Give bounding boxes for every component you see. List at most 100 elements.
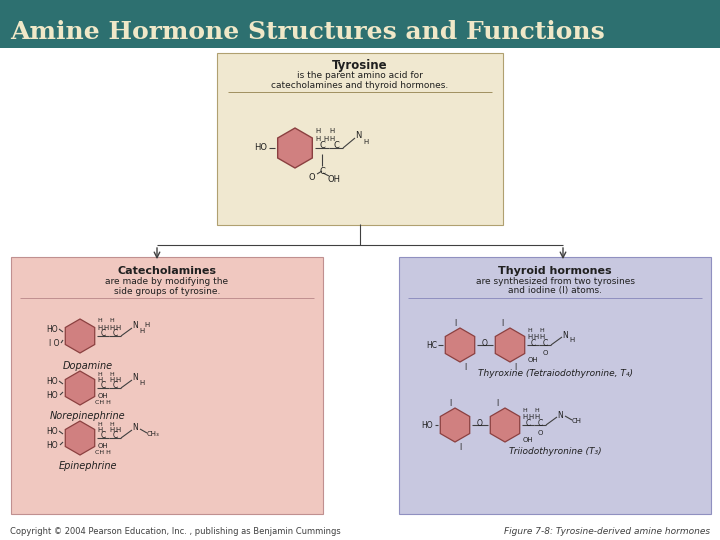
Text: H: H — [98, 422, 102, 427]
Text: OH: OH — [98, 443, 108, 449]
Text: H: H — [109, 319, 114, 323]
Text: O: O — [477, 418, 483, 428]
Text: H: H — [534, 334, 539, 340]
Text: O: O — [542, 350, 548, 356]
Polygon shape — [490, 408, 520, 442]
Text: H: H — [109, 325, 114, 331]
Text: O: O — [537, 430, 543, 436]
Text: H: H — [539, 334, 544, 340]
Text: H: H — [109, 377, 114, 383]
Text: Epinephrine: Epinephrine — [59, 461, 117, 471]
Text: side groups of tyrosine.: side groups of tyrosine. — [114, 287, 220, 295]
Text: I O: I O — [49, 339, 59, 348]
Text: I: I — [449, 399, 451, 408]
Text: H: H — [97, 325, 103, 331]
Text: Thyroxine (Tetraiodothyronine, T₄): Thyroxine (Tetraiodothyronine, T₄) — [477, 368, 632, 377]
Text: OH: OH — [328, 174, 341, 184]
Text: H: H — [535, 408, 539, 414]
Text: N: N — [132, 374, 138, 382]
Text: H: H — [98, 319, 102, 323]
Text: Copyright © 2004 Pearson Education, Inc. , publishing as Benjamin Cummings: Copyright © 2004 Pearson Education, Inc.… — [10, 528, 341, 537]
Text: and iodine (I) atoms.: and iodine (I) atoms. — [508, 287, 602, 295]
Text: N: N — [557, 410, 563, 420]
Text: OH: OH — [98, 393, 108, 399]
Text: is the parent amino acid for: is the parent amino acid for — [297, 71, 423, 80]
FancyBboxPatch shape — [217, 53, 503, 225]
Text: HC: HC — [426, 341, 438, 349]
Text: C: C — [112, 431, 117, 441]
Text: Norepinephrine: Norepinephrine — [50, 411, 126, 421]
Text: C: C — [333, 141, 339, 151]
Text: Tyrosine: Tyrosine — [332, 59, 388, 72]
Text: H: H — [97, 427, 103, 433]
Text: H: H — [534, 414, 539, 420]
Text: CH H: CH H — [95, 450, 111, 456]
Text: O: O — [309, 173, 315, 183]
Text: H: H — [323, 136, 328, 142]
Text: H: H — [109, 372, 114, 376]
Text: are made by modifying the: are made by modifying the — [105, 278, 228, 287]
Text: N: N — [132, 321, 138, 330]
Text: H: H — [528, 328, 532, 334]
Text: H: H — [364, 139, 369, 145]
Text: H: H — [140, 328, 145, 334]
Text: HO: HO — [46, 441, 58, 449]
Text: C: C — [112, 329, 117, 339]
Text: are synthesized from two tyrosines: are synthesized from two tyrosines — [475, 278, 634, 287]
Text: Amine Hormone Structures and Functions: Amine Hormone Structures and Functions — [10, 20, 605, 44]
Text: C: C — [112, 381, 117, 390]
Text: Catecholamines: Catecholamines — [117, 266, 217, 276]
Text: H: H — [97, 377, 103, 383]
Text: H: H — [528, 414, 534, 420]
Polygon shape — [495, 328, 525, 362]
Polygon shape — [278, 128, 312, 168]
Text: H: H — [104, 325, 109, 331]
Polygon shape — [66, 421, 95, 455]
Text: H: H — [115, 325, 121, 331]
Text: H: H — [109, 422, 114, 427]
Text: catecholamines and thyroid hormones.: catecholamines and thyroid hormones. — [271, 80, 449, 90]
Text: H: H — [527, 334, 533, 340]
Text: CH₃: CH₃ — [147, 431, 159, 437]
Text: HO: HO — [46, 376, 58, 386]
Text: H: H — [145, 322, 150, 328]
Text: H: H — [539, 328, 544, 334]
Text: OH: OH — [523, 437, 534, 443]
Text: HO: HO — [421, 421, 433, 429]
Text: H: H — [315, 128, 320, 134]
Text: C: C — [319, 141, 325, 151]
Text: H: H — [98, 372, 102, 376]
Text: I: I — [464, 362, 466, 372]
Text: C: C — [100, 329, 106, 339]
Text: C: C — [100, 431, 106, 441]
Text: H: H — [570, 337, 575, 343]
Text: HO: HO — [46, 325, 58, 334]
Text: CH: CH — [572, 418, 582, 424]
Text: C: C — [100, 381, 106, 390]
Text: Thyroid hormones: Thyroid hormones — [498, 266, 612, 276]
Text: C: C — [531, 339, 536, 348]
Text: C: C — [537, 418, 543, 428]
Text: HO: HO — [46, 390, 58, 400]
Text: H: H — [523, 408, 527, 414]
Polygon shape — [66, 371, 95, 405]
Text: I: I — [459, 442, 461, 451]
Text: H: H — [115, 377, 121, 383]
Text: H: H — [315, 136, 320, 142]
Text: C: C — [542, 339, 548, 348]
Text: I: I — [454, 319, 456, 327]
FancyBboxPatch shape — [11, 257, 323, 514]
Text: H: H — [115, 427, 121, 433]
Text: H: H — [329, 136, 335, 142]
Text: N: N — [562, 330, 568, 340]
Text: C: C — [526, 418, 531, 428]
Text: H: H — [329, 128, 335, 134]
Text: N: N — [355, 132, 361, 140]
Text: Triiodothyronine (T₃): Triiodothyronine (T₃) — [509, 447, 601, 456]
Text: CH H: CH H — [95, 401, 111, 406]
Text: O: O — [482, 339, 488, 348]
FancyBboxPatch shape — [0, 0, 720, 48]
Text: I: I — [501, 319, 503, 327]
Text: C: C — [319, 166, 325, 176]
Text: H: H — [140, 380, 145, 386]
